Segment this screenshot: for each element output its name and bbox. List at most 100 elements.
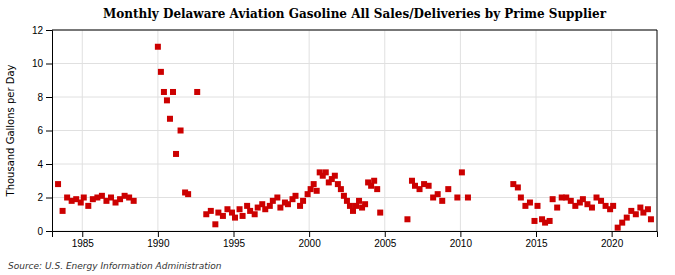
tick: 2 (37, 192, 52, 203)
point (547, 218, 553, 224)
point (323, 169, 329, 175)
tick-label: 8 (37, 92, 43, 103)
point (237, 206, 243, 212)
tick: 8 (37, 92, 52, 103)
grid-line (52, 97, 657, 98)
point (232, 215, 238, 221)
grid-line (52, 30, 657, 31)
point (645, 206, 651, 212)
grid-line (52, 63, 657, 64)
point (167, 116, 173, 122)
axis-line (46, 31, 53, 232)
point (633, 211, 639, 217)
y-axis-title: Thousand Gallons per Day (5, 64, 16, 197)
tick: 4 (37, 159, 52, 170)
tick: 1985 (72, 231, 95, 249)
annotation: Source: U.S. Energy Information Administ… (8, 261, 222, 271)
tick-mark (46, 30, 52, 31)
points (55, 44, 654, 231)
point (131, 198, 137, 204)
point (311, 181, 317, 187)
point (185, 191, 191, 197)
tick-label: 2020 (601, 238, 624, 249)
tick: 2010 (450, 231, 473, 249)
point (535, 203, 541, 209)
frame (657, 30, 658, 231)
tick-label: 0 (37, 226, 43, 237)
tick-mark (46, 64, 52, 65)
chart: 1985 1990 1995 2000 2005 2010 2015 2020 0 2 4 6 8 10 1… (0, 0, 675, 275)
point (648, 216, 654, 222)
point (550, 196, 556, 202)
tick: 0 (37, 226, 52, 237)
point (194, 89, 200, 95)
x-axis: 1985 1990 1995 2000 2005 2010 2015 2020 (53, 231, 658, 249)
tick-label: 2000 (299, 238, 322, 249)
point (439, 198, 445, 204)
tick: 6 (37, 125, 52, 136)
point (332, 173, 338, 179)
point (404, 216, 410, 222)
point (624, 215, 630, 221)
tick-mark (46, 198, 52, 199)
point (300, 198, 306, 204)
point (164, 97, 170, 103)
tick-label: 2 (37, 192, 43, 203)
tick-label: 2005 (374, 238, 397, 249)
grid (52, 30, 657, 231)
point (240, 213, 246, 219)
tick-label: 1995 (223, 238, 246, 249)
tick-mark (536, 231, 537, 237)
title: Monthly Delaware Aviation Gasoline All S… (103, 7, 607, 21)
point (377, 210, 383, 216)
point (314, 188, 320, 194)
tick-label: 2015 (525, 238, 548, 249)
point (170, 89, 176, 95)
point (85, 203, 91, 209)
tick-label: 4 (37, 159, 43, 170)
tick: 1990 (147, 231, 170, 249)
tick-label: 10 (32, 58, 44, 69)
point (518, 195, 524, 201)
tick-mark (46, 131, 52, 132)
tick-label: 1985 (72, 238, 95, 249)
tick-mark (460, 231, 461, 237)
point (426, 183, 432, 189)
tick: 10 (32, 58, 52, 69)
tick: 12 (32, 25, 52, 36)
point (454, 195, 460, 201)
tick-mark (46, 97, 52, 98)
point (515, 184, 521, 190)
grid-line (52, 164, 657, 165)
y-axis: 0 2 4 6 8 10 12 (32, 25, 53, 237)
tick-label: 12 (32, 25, 44, 36)
point (371, 178, 377, 184)
point (208, 208, 214, 214)
frame (52, 30, 657, 31)
point (155, 44, 161, 50)
point (465, 195, 471, 201)
point (589, 205, 595, 211)
tick: 2015 (525, 231, 548, 249)
tick: 2020 (601, 231, 624, 249)
grid-line (52, 130, 657, 131)
point (610, 203, 616, 209)
point (435, 191, 441, 197)
point (274, 195, 280, 201)
point (338, 186, 344, 192)
axis-line (53, 232, 658, 238)
point (252, 211, 258, 217)
point (554, 205, 560, 211)
tick-mark (309, 231, 310, 237)
point (445, 186, 451, 192)
tick: 2005 (374, 231, 397, 249)
point (459, 169, 465, 175)
point (161, 89, 167, 95)
point (178, 128, 184, 134)
tick-mark (158, 231, 159, 237)
point (356, 198, 362, 204)
point (60, 208, 66, 214)
point (527, 200, 533, 206)
point (220, 213, 226, 219)
point (55, 181, 61, 187)
